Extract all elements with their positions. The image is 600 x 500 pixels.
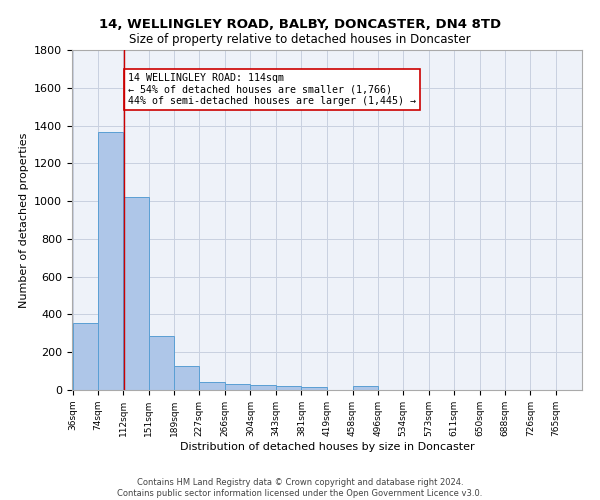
Bar bbox=[250, 385, 276, 390]
Bar bbox=[123, 198, 149, 390]
Bar bbox=[174, 366, 199, 390]
Bar bbox=[73, 323, 98, 390]
Bar bbox=[225, 384, 250, 390]
Text: Contains HM Land Registry data © Crown copyright and database right 2024.
Contai: Contains HM Land Registry data © Crown c… bbox=[118, 478, 482, 498]
Bar bbox=[301, 387, 326, 390]
Bar bbox=[353, 386, 378, 390]
Bar bbox=[149, 336, 174, 390]
Text: 14 WELLINGLEY ROAD: 114sqm
← 54% of detached houses are smaller (1,766)
44% of s: 14 WELLINGLEY ROAD: 114sqm ← 54% of deta… bbox=[128, 72, 416, 106]
Bar bbox=[98, 132, 123, 390]
Y-axis label: Number of detached properties: Number of detached properties bbox=[19, 132, 29, 308]
Bar bbox=[276, 386, 301, 390]
X-axis label: Distribution of detached houses by size in Doncaster: Distribution of detached houses by size … bbox=[179, 442, 475, 452]
Text: Size of property relative to detached houses in Doncaster: Size of property relative to detached ho… bbox=[129, 32, 471, 46]
Text: 14, WELLINGLEY ROAD, BALBY, DONCASTER, DN4 8TD: 14, WELLINGLEY ROAD, BALBY, DONCASTER, D… bbox=[99, 18, 501, 30]
Bar bbox=[199, 382, 225, 390]
